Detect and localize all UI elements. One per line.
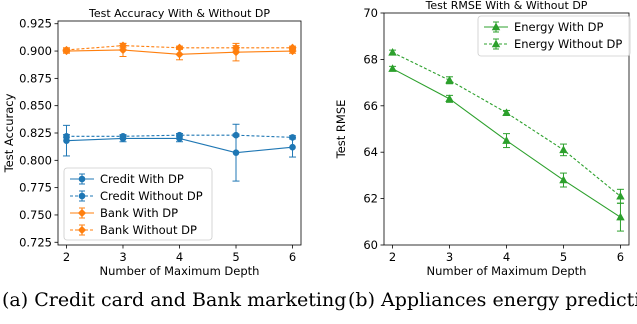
chart-1-x-axis-label: Number of Maximum Depth xyxy=(100,264,260,278)
chart-1-legend-box xyxy=(63,167,213,241)
chart-1-x-tick-label: 3 xyxy=(119,250,126,264)
chart-2-series-1-point xyxy=(388,64,397,72)
chart-1-x-tick-label: 5 xyxy=(232,250,239,264)
chart-1-series-1-point xyxy=(289,143,296,151)
chart-2-legend-marker xyxy=(491,22,501,31)
chart-2-y-tick-label: 64 xyxy=(363,145,378,159)
chart-1-legend-marker xyxy=(77,208,87,218)
chart-1-y-tick-label: 0.800 xyxy=(19,153,52,167)
chart-1-y-tick-label: 0.900 xyxy=(19,44,52,58)
chart-1-legend-label: Credit With DP xyxy=(100,172,184,186)
chart-2-legend-marker xyxy=(491,39,501,48)
chart-1-y-tick-label: 0.925 xyxy=(19,17,52,31)
chart-1-series-2-line xyxy=(66,134,293,138)
chart-1-y-tick-label: 0.875 xyxy=(19,71,52,85)
chart-2-series-2-point xyxy=(388,48,397,56)
chart-1-series-4-point xyxy=(288,43,297,52)
chart-2-series-2-point xyxy=(502,108,511,116)
caption-b: (b) Appliances energy prediction xyxy=(348,289,637,311)
chart-1-legend-label: Bank Without DP xyxy=(100,223,197,237)
chart-1-series-4-point xyxy=(175,43,184,52)
chart-2-series-2-point xyxy=(559,145,568,154)
chart-1-series-1-point xyxy=(232,149,240,156)
chart-2-legend-label: Energy With DP xyxy=(514,20,604,34)
chart-2-y-tick-label: 60 xyxy=(363,238,378,252)
chart-2-x-tick-label: 5 xyxy=(560,250,567,264)
chart-2-title: Test RMSE With & Without DP xyxy=(425,0,588,12)
chart-1-series-4-point xyxy=(118,41,128,50)
chart-1-y-tick-label: 0.825 xyxy=(19,126,52,140)
chart-1-legend-marker xyxy=(77,225,87,235)
chart-2-y-tick-label: 70 xyxy=(363,6,378,20)
chart-1-x-tick-label: 2 xyxy=(63,250,70,264)
chart-2-y-axis-label: Test RMSE xyxy=(334,100,348,160)
chart-1-y-tick-label: 0.725 xyxy=(19,235,52,249)
chart-1-series-3-point xyxy=(175,50,184,59)
chart-1-y-axis-label: Test Accuracy xyxy=(2,93,16,173)
chart-2-x-tick-label: 6 xyxy=(617,250,624,264)
chart-1-y-tick-label: 0.775 xyxy=(19,181,52,195)
chart-1-series-4-point xyxy=(231,43,241,52)
chart-1-series-2-point xyxy=(63,132,70,140)
chart-2-legend-label: Energy Without DP xyxy=(514,37,622,51)
chart-2-series-1-point xyxy=(616,212,625,221)
chart-1-series-2-point xyxy=(176,131,183,139)
chart-2-x-tick-label: 3 xyxy=(446,250,453,264)
chart-1-series-2-point xyxy=(119,132,127,140)
chart-2-series-2-line xyxy=(392,51,621,197)
chart-2-x-axis-label: Number of Maximum Depth xyxy=(427,264,587,278)
chart-1-series-4-point xyxy=(62,45,71,55)
chart-2-y-tick-label: 68 xyxy=(363,52,378,66)
chart-1-title: Test Accuracy With & Without DP xyxy=(88,7,270,20)
chart-1-legend-marker xyxy=(78,192,86,200)
chart-2-legend-box xyxy=(477,15,631,57)
chart-2-y-tick-label: 62 xyxy=(363,192,378,206)
chart-1-x-tick-label: 6 xyxy=(289,250,296,264)
caption-a: (a) Credit card and Bank marketing xyxy=(2,289,347,311)
chart-2-y-tick-label: 66 xyxy=(363,99,378,113)
chart-1-legend-marker xyxy=(78,175,86,183)
chart-1-legend-label: Bank With DP xyxy=(100,206,178,220)
chart-1-y-tick-label: 0.750 xyxy=(19,208,52,222)
chart-2-series-2-point xyxy=(445,75,454,84)
chart-1-x-tick-label: 4 xyxy=(176,250,183,264)
chart-1-y-tick-label: 0.850 xyxy=(19,99,52,113)
chart-1-series-2-point xyxy=(289,134,296,141)
chart-1-legend-label: Credit Without DP xyxy=(100,189,203,203)
chart-2-series-1-point xyxy=(559,175,568,184)
chart-2-series-1-point xyxy=(502,136,511,144)
chart-1-series-2-point xyxy=(232,131,240,139)
chart-2-x-tick-label: 2 xyxy=(389,250,396,264)
chart-2-series-2-point xyxy=(616,191,625,200)
chart-2-x-tick-label: 4 xyxy=(503,250,510,264)
chart-2-series-1-point xyxy=(445,94,454,103)
chart-1-series-4-line xyxy=(66,45,293,51)
